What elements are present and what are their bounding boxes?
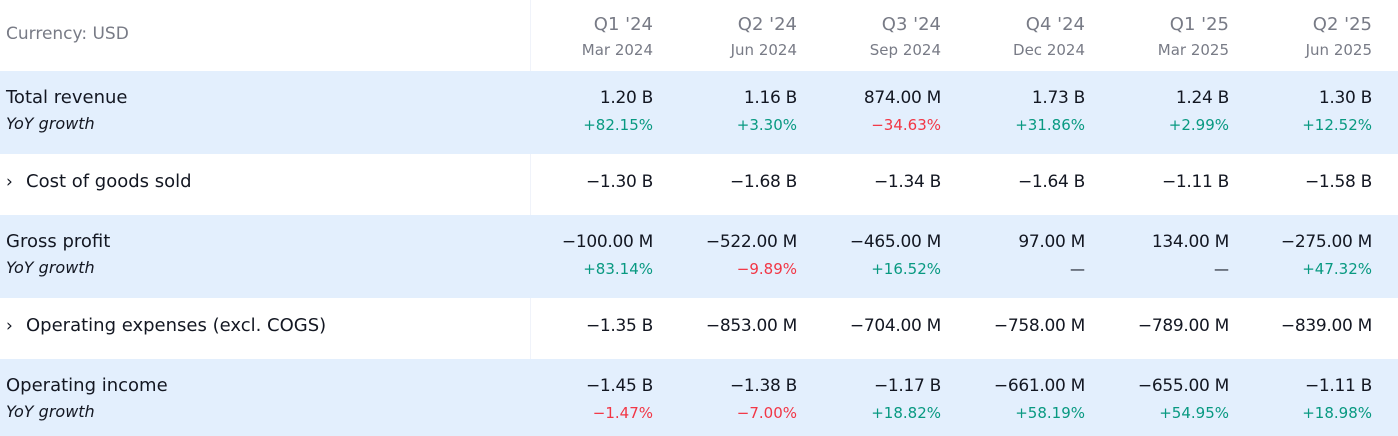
value-cell: −522.00 M <box>705 232 797 252</box>
value-cell: −1.68 B <box>729 172 797 192</box>
col-quarter: Q1 '25 <box>1169 14 1229 35</box>
chevron-right-icon[interactable]: › <box>6 316 13 336</box>
row-label: Total revenue <box>6 87 128 108</box>
value-cell: 1.16 B <box>743 88 797 108</box>
expand-row-label[interactable]: › Cost of goods sold <box>6 171 192 193</box>
value-cell: −275.00 M <box>1280 232 1372 252</box>
value-cell: −655.00 M <box>1137 376 1229 396</box>
growth-cell: +18.98% <box>1302 404 1372 422</box>
growth-cell: −1.47% <box>592 404 653 422</box>
row-sublabel: YoY growth <box>6 402 95 421</box>
value-cell: −100.00 M <box>561 232 653 252</box>
growth-cell: +12.52% <box>1302 116 1372 134</box>
value-cell: −1.64 B <box>1017 172 1085 192</box>
value-cell: −704.00 M <box>849 316 941 336</box>
value-cell: −1.35 B <box>585 316 653 336</box>
col-date: Jun 2025 <box>1305 41 1372 59</box>
growth-cell: +83.14% <box>583 260 653 278</box>
growth-cell: +47.32% <box>1302 260 1372 278</box>
table-header: Currency: USD Q1 '24 Mar 2024 Q2 '24 Jun… <box>0 0 1398 71</box>
row-label: Operating income <box>6 375 168 396</box>
growth-cell: +3.30% <box>736 116 797 134</box>
value-cell: −661.00 M <box>993 376 1085 396</box>
value-cell: −1.30 B <box>585 172 653 192</box>
growth-cell: +54.95% <box>1159 404 1229 422</box>
col-quarter: Q1 '24 <box>593 14 653 35</box>
value-cell: −1.45 B <box>585 376 653 396</box>
growth-cell: +31.86% <box>1015 116 1085 134</box>
growth-cell: −7.00% <box>736 404 797 422</box>
growth-cell: +16.52% <box>871 260 941 278</box>
table-row-operating-income: Operating income YoY growth −1.45 B −1.3… <box>0 359 1398 436</box>
col-quarter: Q2 '25 <box>1312 14 1372 35</box>
currency-label: Currency: USD <box>6 24 129 44</box>
growth-cell: +18.82% <box>871 404 941 422</box>
value-cell: −1.11 B <box>1304 376 1372 396</box>
value-cell: 1.20 B <box>599 88 653 108</box>
row-sublabel: YoY growth <box>6 114 95 133</box>
chevron-right-icon[interactable]: › <box>6 172 13 192</box>
table-row-total-revenue: Total revenue YoY growth 1.20 B 1.16 B 8… <box>0 71 1398 154</box>
value-cell: −853.00 M <box>705 316 797 336</box>
growth-cell: +82.15% <box>583 116 653 134</box>
growth-cell: −34.63% <box>871 116 941 134</box>
col-quarter: Q3 '24 <box>881 14 941 35</box>
value-cell: 1.30 B <box>1318 88 1372 108</box>
row-sublabel: YoY growth <box>6 258 95 277</box>
expand-row-label[interactable]: › Operating expenses (excl. COGS) <box>6 315 326 337</box>
col-quarter: Q4 '24 <box>1025 14 1085 35</box>
growth-cell: +58.19% <box>1015 404 1085 422</box>
col-date: Mar 2025 <box>1157 41 1229 59</box>
value-cell: 134.00 M <box>1151 232 1229 252</box>
growth-cell: −9.89% <box>736 260 797 278</box>
growth-cell: +2.99% <box>1168 116 1229 134</box>
table-row-opex[interactable]: › Operating expenses (excl. COGS) −1.35 B… <box>0 298 1398 359</box>
growth-cell: — <box>1070 260 1085 278</box>
col-quarter: Q2 '24 <box>737 14 797 35</box>
col-date: Dec 2024 <box>1013 41 1085 59</box>
value-cell: 874.00 M <box>863 88 941 108</box>
table-row-gross-profit: Gross profit YoY growth −100.00 M −522.0… <box>0 215 1398 298</box>
value-cell: −758.00 M <box>993 316 1085 336</box>
value-cell: −1.17 B <box>873 376 941 396</box>
value-cell: −1.34 B <box>873 172 941 192</box>
value-cell: −789.00 M <box>1137 316 1229 336</box>
row-label: Gross profit <box>6 231 111 252</box>
col-date: Sep 2024 <box>869 41 941 59</box>
row-label: Operating expenses (excl. COGS) <box>26 315 327 336</box>
value-cell: 97.00 M <box>1018 232 1085 252</box>
value-cell: −1.11 B <box>1161 172 1229 192</box>
col-date: Mar 2024 <box>581 41 653 59</box>
value-cell: −1.38 B <box>729 376 797 396</box>
value-cell: −465.00 M <box>849 232 941 252</box>
col-date: Jun 2024 <box>730 41 797 59</box>
row-label: Cost of goods sold <box>26 171 192 192</box>
table-row-cogs[interactable]: › Cost of goods sold −1.30 B −1.68 B −1.3… <box>0 154 1398 215</box>
value-cell: 1.24 B <box>1175 88 1229 108</box>
growth-cell: — <box>1214 260 1229 278</box>
value-cell: 1.73 B <box>1031 88 1085 108</box>
value-cell: −839.00 M <box>1280 316 1372 336</box>
value-cell: −1.58 B <box>1304 172 1372 192</box>
